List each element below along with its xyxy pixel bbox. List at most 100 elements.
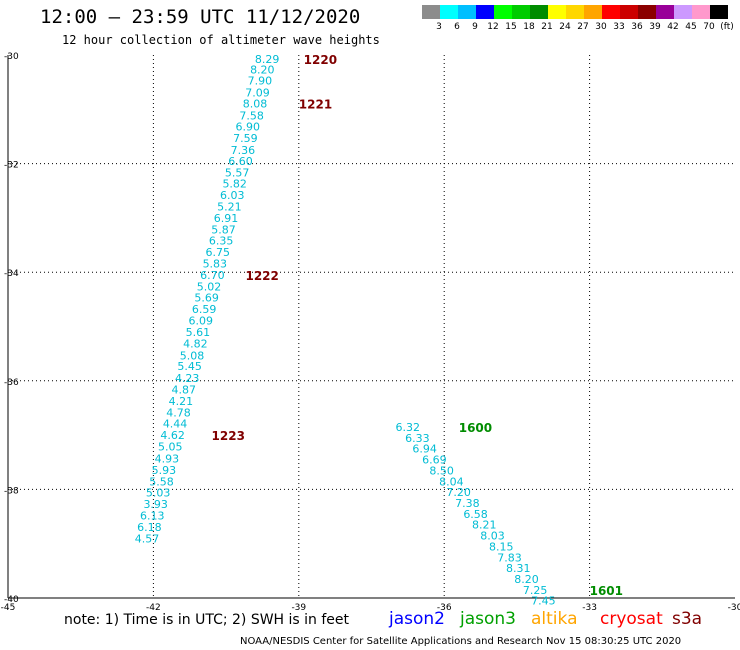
lon-tick-label: -45 — [1, 603, 16, 613]
swh-value: 5.87 — [211, 223, 236, 236]
swh-value: 5.03 — [146, 487, 171, 500]
swh-value: 6.13 — [140, 509, 165, 522]
swh-value: 6.91 — [214, 212, 239, 225]
legend-label: 15 — [505, 22, 517, 32]
map-subtitle: 12 hour collection of altimeter wave hei… — [62, 33, 380, 47]
swh-value: 7.20 — [446, 486, 471, 499]
swh-value: 4.21 — [169, 395, 194, 408]
swh-value: 5.61 — [186, 326, 211, 339]
swh-value: 6.60 — [228, 155, 253, 168]
swh-value: 5.69 — [194, 292, 219, 305]
time-label: 1601 — [590, 584, 623, 598]
legend-swatch — [494, 5, 512, 19]
swh-value: 7.90 — [248, 75, 273, 88]
swh-value: 5.57 — [225, 166, 250, 179]
swh-value: 8.29 — [255, 53, 280, 66]
swh-value: 6.32 — [395, 421, 420, 434]
legend-label: 21 — [541, 22, 553, 32]
swh-value: 6.35 — [209, 235, 234, 248]
swh-value: 7.09 — [245, 86, 270, 99]
swh-value: 5.83 — [203, 258, 228, 271]
swh-value: 6.03 — [220, 189, 245, 202]
legend-swatch — [440, 5, 458, 19]
legend-label: 9 — [472, 22, 478, 32]
swh-value: 5.02 — [197, 280, 222, 293]
legend-swatch — [512, 5, 530, 19]
legend-label: 18 — [523, 22, 535, 32]
swh-value: 6.90 — [236, 121, 261, 134]
legend-label: 70 — [703, 22, 715, 32]
legend-label: 27 — [577, 22, 589, 32]
time-label: 1600 — [459, 421, 492, 435]
swh-value: 6.58 — [463, 508, 488, 521]
legend-swatch — [530, 5, 548, 19]
legend-swatch — [620, 5, 638, 19]
swh-value: 5.21 — [217, 200, 242, 213]
legend-swatch — [458, 5, 476, 19]
swh-value: 6.75 — [205, 246, 230, 259]
legend-label: 24 — [559, 22, 571, 32]
lon-tick-label: -33 — [582, 603, 597, 613]
time-label: 1223 — [212, 429, 245, 443]
swh-value: 7.59 — [233, 132, 258, 145]
legend-label: 45 — [685, 22, 697, 32]
legend-label: 33 — [613, 22, 625, 32]
swh-value: 6.33 — [405, 432, 430, 445]
swh-value: 8.50 — [429, 464, 454, 477]
swh-value: 7.58 — [239, 109, 264, 122]
legend-unit: (ft) — [720, 22, 734, 32]
satellite-cryosat: cryosat — [600, 609, 663, 629]
lat-tick-label: -30 — [4, 52, 19, 62]
legend-swatch — [692, 5, 710, 19]
footnote: note: 1) Time is in UTC; 2) SWH is in fe… — [64, 612, 350, 628]
time-label: 1221 — [299, 97, 332, 111]
lat-tick-label: -36 — [4, 378, 19, 388]
lat-tick-label: -32 — [4, 161, 19, 171]
legend-swatch — [602, 5, 620, 19]
legend-label: 3 — [436, 22, 442, 32]
swh-value: 7.83 — [497, 551, 522, 564]
swh-value: 6.59 — [192, 303, 217, 316]
legend-swatch — [584, 5, 602, 19]
swh-value: 7.45 — [531, 595, 556, 608]
swh-value: 8.04 — [439, 475, 464, 488]
swh-value: 8.20 — [514, 573, 539, 586]
swh-value: 3.93 — [143, 498, 168, 511]
legend-label: 42 — [667, 22, 679, 32]
swh-value: 6.18 — [137, 521, 162, 534]
swh-value: 8.21 — [472, 519, 497, 532]
time-label: 1220 — [304, 53, 337, 67]
swh-value: 4.82 — [183, 337, 208, 350]
lon-tick-label: -36 — [437, 603, 452, 613]
time-label: 1222 — [245, 269, 278, 283]
swh-value: 8.08 — [243, 97, 268, 110]
swh-value: 4.62 — [160, 429, 185, 442]
swh-value: 5.93 — [152, 464, 177, 477]
swh-value: 4.87 — [172, 383, 197, 396]
legend-label: 39 — [649, 22, 661, 32]
legend-swatch — [656, 5, 674, 19]
swh-value: 8.03 — [480, 530, 505, 543]
legend-label: 36 — [631, 22, 643, 32]
swh-value: 7.36 — [231, 144, 256, 157]
swh-value: 6.70 — [200, 269, 225, 282]
legend-swatch — [674, 5, 692, 19]
swh-value: 5.05 — [158, 441, 183, 454]
swh-value: 6.09 — [189, 315, 214, 328]
lat-tick-label: -38 — [4, 486, 19, 496]
legend-swatch — [476, 5, 494, 19]
credit-line: NOAA/NESDIS Center for Satellite Applica… — [240, 636, 682, 647]
map-title: 12:00 – 23:59 UTC 11/12/2020 — [40, 6, 361, 28]
legend-swatch — [710, 5, 728, 19]
swh-value: 8.31 — [506, 562, 531, 575]
swh-value: 6.94 — [412, 443, 437, 456]
swh-value: 7.38 — [455, 497, 480, 510]
satellite-s3a: s3a — [672, 609, 703, 629]
swh-value: 4.44 — [163, 418, 188, 431]
lon-tick-label: -42 — [146, 603, 161, 613]
legend-label: 30 — [595, 22, 607, 32]
swh-value: 4.57 — [135, 532, 160, 545]
legend-swatch — [638, 5, 656, 19]
legend-swatch — [566, 5, 584, 19]
